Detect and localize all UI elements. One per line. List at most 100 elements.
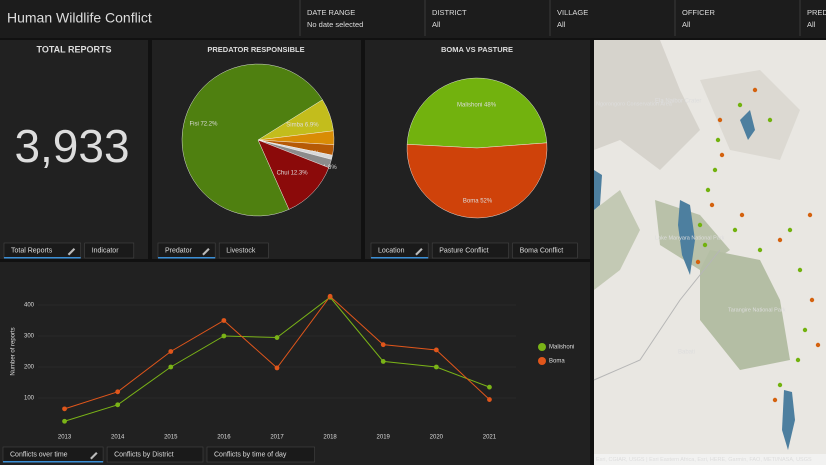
legend-swatch[interactable] bbox=[538, 357, 546, 365]
point bbox=[767, 117, 773, 123]
tab[interactable] bbox=[84, 242, 135, 259]
category-label: Simba bbox=[286, 122, 305, 128]
map: Ngorongoro Conservation Area Ela Naibor … bbox=[593, 40, 826, 465]
legend-label[interactable]: Malishoni bbox=[549, 345, 574, 351]
header-bar bbox=[0, 0, 826, 38]
point bbox=[705, 187, 711, 193]
filter-label[interactable]: DISTRICT bbox=[432, 8, 467, 17]
pie-slice bbox=[181, 63, 323, 217]
park bbox=[700, 250, 790, 370]
filter-label[interactable]: OFFICER bbox=[682, 8, 715, 17]
x-tick-label: 2020 bbox=[430, 435, 444, 441]
attribution: Esri, CGIAR, USGS | Esri Eastern Africa,… bbox=[596, 457, 812, 463]
point bbox=[717, 117, 723, 123]
tab[interactable] bbox=[218, 242, 269, 259]
data-point[interactable] bbox=[115, 389, 121, 395]
panel bbox=[0, 262, 590, 465]
x-tick-label: 2013 bbox=[58, 435, 72, 441]
total-value: 3,933 bbox=[14, 120, 129, 172]
filter-label[interactable]: DATE RANGE bbox=[307, 8, 355, 17]
tab-label[interactable]: Boma Conflict bbox=[520, 248, 564, 255]
edit-icon[interactable] bbox=[67, 248, 76, 256]
legend-swatch[interactable] bbox=[538, 343, 546, 351]
road bbox=[593, 249, 721, 381]
data-point[interactable] bbox=[487, 397, 492, 402]
filter-value[interactable]: No date selected bbox=[307, 20, 363, 29]
tab-label[interactable]: Indicator bbox=[92, 248, 120, 255]
chart-title: PREDATOR RESPONSIBLE bbox=[207, 45, 304, 54]
y-axis-label: Number of reports bbox=[11, 327, 17, 375]
edit-icon[interactable] bbox=[415, 248, 423, 256]
data-point[interactable] bbox=[380, 342, 386, 348]
tab[interactable] bbox=[512, 242, 578, 259]
edit-icon[interactable] bbox=[90, 452, 98, 460]
data-point[interactable] bbox=[62, 418, 67, 424]
point bbox=[772, 397, 778, 403]
pie-label: Chui 12.3% bbox=[277, 170, 309, 176]
data-point[interactable] bbox=[221, 318, 227, 323]
lake bbox=[678, 200, 695, 275]
map-label: Tarangire National Park bbox=[728, 307, 786, 313]
tab-label[interactable]: Total Reports bbox=[11, 248, 53, 255]
point bbox=[732, 227, 738, 233]
point bbox=[757, 247, 763, 253]
value-label: 12.3% bbox=[291, 170, 309, 176]
data-point[interactable] bbox=[433, 347, 439, 353]
data-point[interactable] bbox=[62, 406, 67, 412]
point bbox=[815, 342, 821, 348]
tab-label[interactable]: Location bbox=[378, 248, 405, 255]
chart-title: BOMA VS PASTURE bbox=[441, 45, 513, 54]
tab-active-bar bbox=[3, 461, 104, 463]
filter-label[interactable]: PRED bbox=[807, 8, 826, 17]
data-point[interactable] bbox=[115, 402, 121, 408]
point bbox=[807, 212, 813, 218]
x-tick-label: 2021 bbox=[483, 435, 497, 441]
data-point[interactable] bbox=[487, 384, 492, 390]
point bbox=[715, 137, 721, 143]
point bbox=[737, 102, 743, 108]
tab[interactable] bbox=[106, 446, 204, 463]
category-label: Boma bbox=[463, 198, 480, 204]
tab-active-bar bbox=[158, 257, 216, 259]
category-label: Malishoni bbox=[457, 102, 484, 108]
park bbox=[594, 190, 640, 290]
x-tick-label: 2019 bbox=[377, 435, 391, 441]
lake bbox=[594, 170, 602, 210]
pie-label: Fisi 72.2% bbox=[189, 121, 218, 127]
filter-label[interactable]: VILLAGE bbox=[557, 8, 588, 17]
data-point[interactable] bbox=[221, 333, 227, 339]
tab-label[interactable]: Conflicts by District bbox=[114, 452, 174, 459]
legend-label[interactable]: Boma bbox=[549, 359, 565, 365]
data-point[interactable] bbox=[327, 293, 333, 299]
point bbox=[709, 202, 715, 208]
x-tick-label: 2014 bbox=[111, 435, 125, 441]
filter-value[interactable]: All bbox=[432, 20, 441, 29]
tab-label[interactable]: Conflicts by time of day bbox=[214, 452, 287, 459]
data-point[interactable] bbox=[168, 364, 174, 370]
tab-active-bar bbox=[4, 257, 81, 259]
data-point[interactable] bbox=[433, 364, 439, 370]
map-label: Ela Naibor Crater bbox=[655, 99, 701, 105]
edit-icon[interactable] bbox=[202, 248, 210, 256]
filters: DATE RANGE No date selected DISTRICT All VIL… bbox=[299, 0, 826, 36]
tab-label[interactable]: Livestock bbox=[226, 248, 256, 255]
value-label: 72.2% bbox=[200, 121, 218, 127]
data-point[interactable] bbox=[168, 349, 174, 354]
panel bbox=[0, 40, 148, 259]
filter-value[interactable]: All bbox=[682, 20, 691, 29]
tab-label[interactable]: Predator bbox=[165, 248, 193, 255]
tab[interactable] bbox=[431, 242, 509, 259]
filter-value[interactable]: All bbox=[557, 20, 566, 29]
tab-label[interactable]: Pasture Conflict bbox=[439, 248, 488, 255]
data-point[interactable] bbox=[274, 365, 280, 371]
tab[interactable] bbox=[206, 446, 315, 463]
point bbox=[809, 297, 815, 303]
filter-value[interactable]: All bbox=[807, 20, 816, 29]
point bbox=[712, 167, 718, 173]
tab-label[interactable]: Conflicts over time bbox=[10, 452, 68, 459]
data-point[interactable] bbox=[274, 335, 280, 340]
y-tick-label: 100 bbox=[24, 396, 35, 402]
data-point[interactable] bbox=[380, 359, 386, 364]
value-label: 48% bbox=[484, 102, 497, 108]
